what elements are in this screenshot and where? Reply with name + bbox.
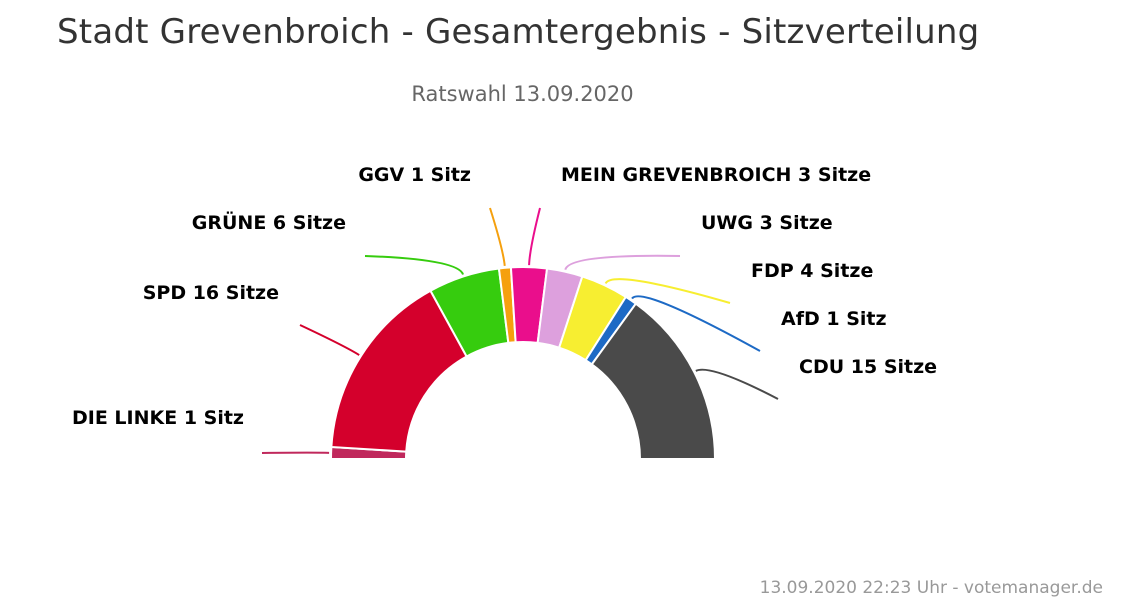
data-label: DIE LINKE 1 Sitz [72, 407, 244, 429]
connector-line [695, 368, 779, 400]
data-label: GRÜNE 6 Sitze [192, 210, 346, 234]
data-label: UWG 3 Sitze [701, 212, 833, 234]
chart-subtitle: Ratswahl 13.09.2020 [411, 82, 634, 106]
data-label: GGV 1 Sitz [358, 164, 471, 186]
connector-line [299, 324, 360, 356]
connector-line [528, 207, 541, 266]
data-label: AfD 1 Sitz [781, 308, 887, 330]
connector-line [364, 255, 465, 275]
credits-footer: 13.09.2020 22:23 Uhr - votemanager.de [759, 578, 1103, 598]
connector-line [564, 254, 681, 271]
connector-line [631, 295, 761, 352]
data-label: FDP 4 Sitze [751, 260, 873, 282]
data-label: MEIN GREVENBROICH 3 Sitze [561, 164, 871, 186]
chart-title: Stadt Grevenbroich - Gesamtergebnis - Si… [57, 12, 980, 52]
seat-slice-cdu[interactable] [590, 302, 717, 460]
data-label: SPD 16 Sitze [143, 282, 279, 304]
connector-line [489, 207, 506, 266]
connector-line [604, 278, 731, 304]
data-label: CDU 15 Sitze [799, 356, 937, 378]
